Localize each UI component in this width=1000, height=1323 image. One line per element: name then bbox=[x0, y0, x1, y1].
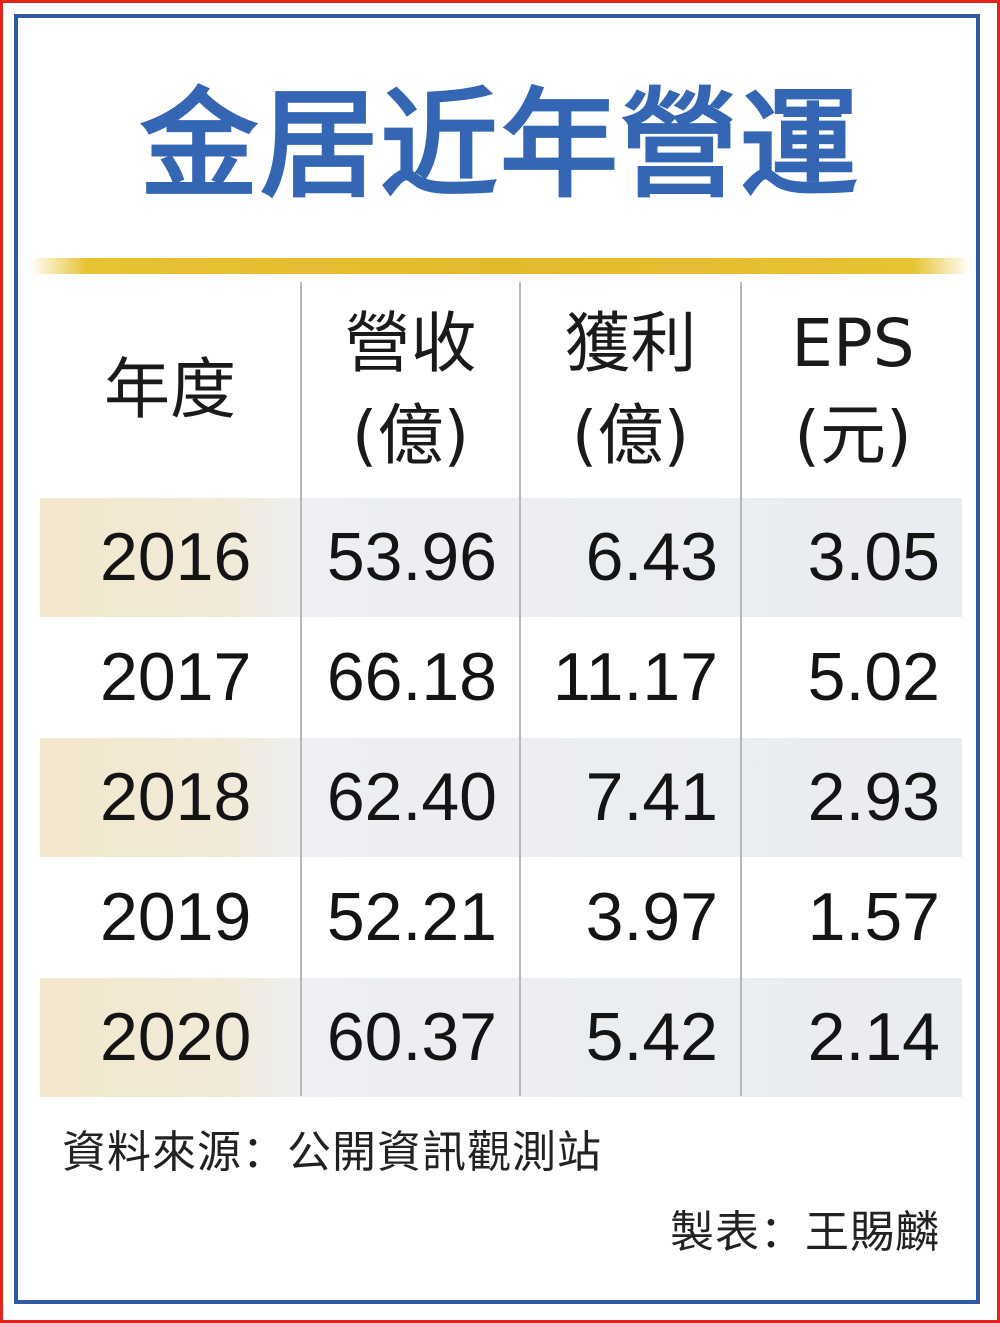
title-underline bbox=[30, 258, 970, 274]
column-divider bbox=[740, 282, 742, 1096]
year-cell: 2017 bbox=[100, 639, 252, 715]
profit-cell: 3.97 bbox=[585, 879, 718, 955]
eps-cell: 2.93 bbox=[807, 759, 940, 835]
header-revenue-unit: (億) bbox=[351, 397, 470, 474]
revenue-cell: 52.21 bbox=[326, 879, 497, 955]
profit-cell: 7.41 bbox=[585, 759, 718, 835]
inner-frame bbox=[14, 14, 980, 1304]
revenue-cell: 60.37 bbox=[326, 999, 497, 1075]
chart-title: 金居近年營運 bbox=[139, 76, 860, 214]
table-row: 2016 53.96 6.43 3.05 bbox=[40, 498, 962, 617]
eps-cell: 2.14 bbox=[807, 999, 940, 1075]
year-cell: 2020 bbox=[100, 999, 252, 1075]
header-eps-label: EPS bbox=[791, 305, 915, 382]
revenue-cell: 62.40 bbox=[326, 759, 497, 835]
header-profit: 獲利 (億) bbox=[521, 290, 740, 490]
revenue-cell: 66.18 bbox=[326, 639, 497, 715]
year-cell: 2018 bbox=[100, 759, 252, 835]
maker-note: 製表：王賜麟 bbox=[670, 1207, 940, 1258]
year-cell: 2016 bbox=[100, 519, 252, 595]
source-note: 資料來源：公開資訊觀測站 bbox=[62, 1127, 602, 1178]
profit-cell: 5.42 bbox=[585, 999, 718, 1075]
eps-cell: 5.02 bbox=[807, 639, 940, 715]
table-row: 2020 60.37 5.42 2.14 bbox=[40, 978, 962, 1097]
header-revenue: 營收 (億) bbox=[302, 290, 519, 490]
column-divider bbox=[300, 282, 302, 1096]
header-eps-unit: (元) bbox=[794, 397, 912, 474]
header-year-label: 年度 bbox=[104, 351, 236, 428]
profit-cell: 6.43 bbox=[585, 519, 718, 595]
table-row: 2019 52.21 3.97 1.57 bbox=[40, 858, 962, 977]
header-profit-label: 獲利 bbox=[564, 305, 697, 382]
year-cell: 2019 bbox=[100, 879, 252, 955]
profit-cell: 11.17 bbox=[552, 639, 718, 715]
table-row: 2018 62.40 7.41 2.93 bbox=[40, 738, 962, 857]
column-divider bbox=[519, 282, 521, 1096]
header-revenue-label: 營收 bbox=[344, 305, 477, 382]
eps-cell: 3.05 bbox=[807, 519, 940, 595]
header-eps: EPS (元) bbox=[742, 290, 964, 490]
header-profit-unit: (億) bbox=[571, 397, 690, 474]
revenue-cell: 53.96 bbox=[326, 519, 497, 595]
table-row: 2017 66.18 11.17 5.02 bbox=[40, 618, 962, 737]
eps-cell: 1.57 bbox=[807, 879, 940, 955]
header-year: 年度 bbox=[40, 290, 300, 490]
